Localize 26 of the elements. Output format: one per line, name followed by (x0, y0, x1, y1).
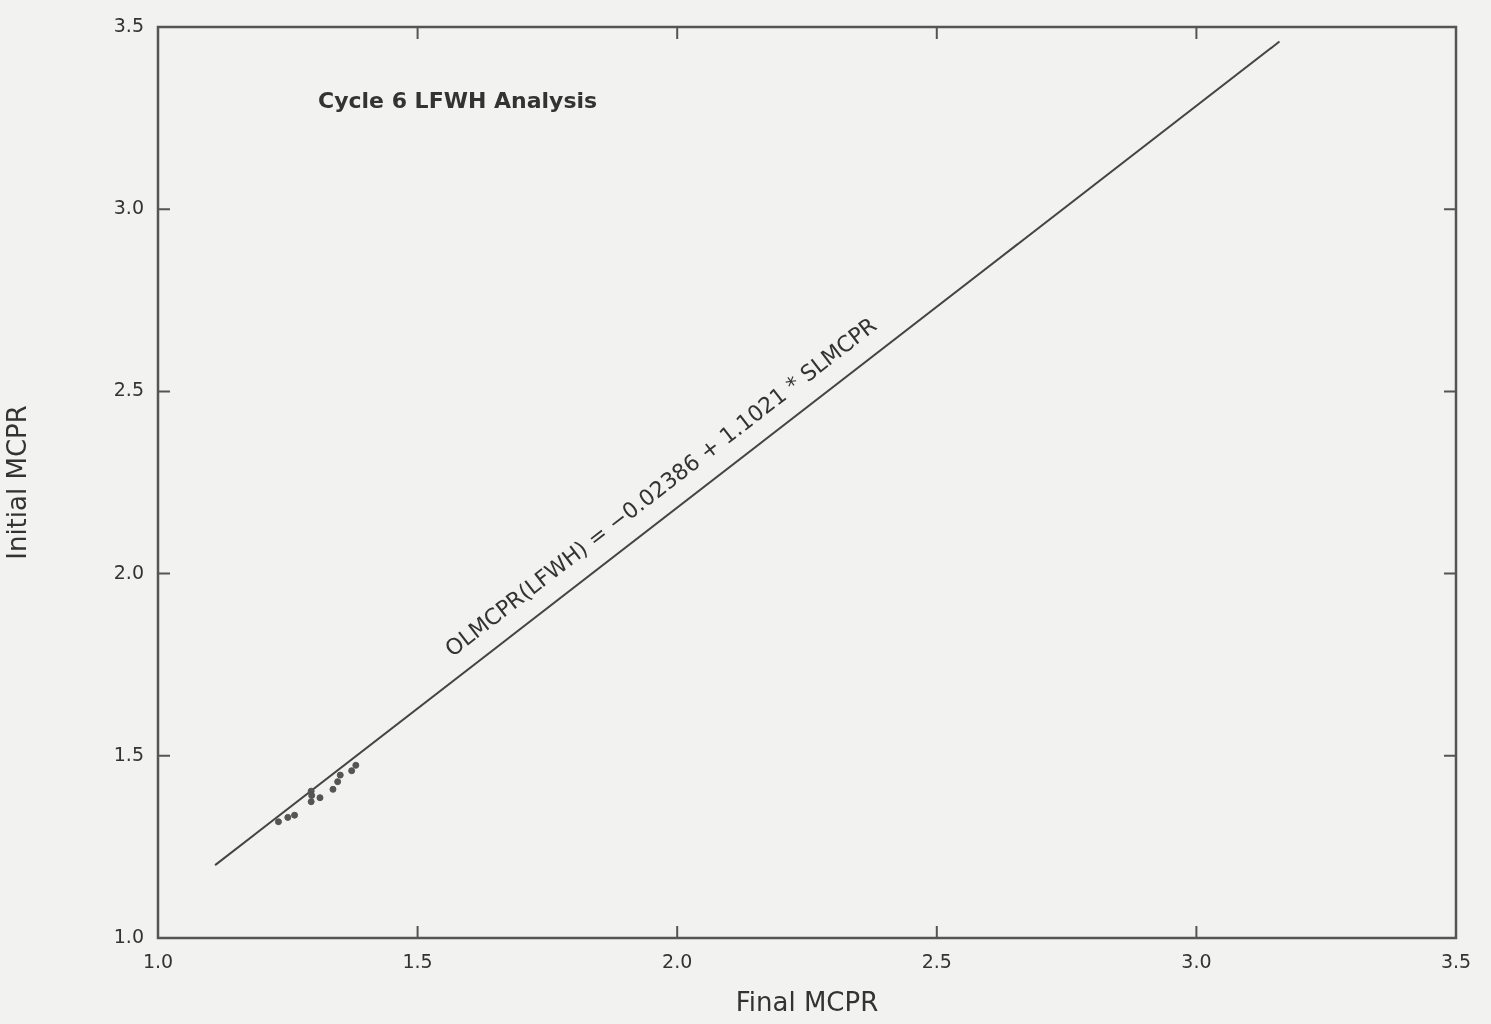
point (284, 813, 292, 821)
y-axis-title: Initial MCPR (2, 405, 33, 560)
y-tick-label: 3.0 (113, 196, 144, 219)
point (334, 778, 342, 786)
x-axis-title: Final MCPR (735, 987, 879, 1018)
x-tick-label: 1.5 (402, 950, 433, 973)
y-tick-label: 3.5 (113, 13, 144, 36)
point (352, 761, 360, 769)
y-tick-label: 2.0 (113, 560, 144, 583)
y-tick-label: 1.0 (113, 924, 144, 947)
point (329, 785, 337, 793)
x-tick-label: 2.5 (921, 950, 952, 973)
x-tick-label: 2.0 (662, 950, 693, 973)
x-tick-label: 1.0 (142, 950, 174, 973)
point (307, 798, 315, 806)
y-tick-label: 1.5 (113, 742, 144, 765)
point (348, 767, 356, 775)
point (316, 794, 324, 802)
y-tick-label: 2.5 (113, 378, 144, 401)
point (336, 771, 344, 779)
point (308, 792, 316, 800)
point (291, 811, 299, 819)
x-tick-label: 3.0 (1181, 950, 1212, 973)
point (274, 818, 282, 826)
x-tick-label: 3.5 (1440, 950, 1472, 973)
annotation: Cycle 6 LFWH Analysis (318, 87, 598, 113)
